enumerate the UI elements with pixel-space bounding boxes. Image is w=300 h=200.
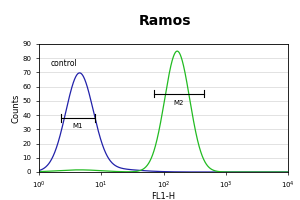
Text: Ramos: Ramos [139,14,191,28]
X-axis label: FL1-H: FL1-H [152,192,176,200]
Y-axis label: Counts: Counts [12,93,21,123]
Text: M2: M2 [174,100,184,106]
Text: control: control [50,59,77,68]
Text: M1: M1 [73,123,83,129]
